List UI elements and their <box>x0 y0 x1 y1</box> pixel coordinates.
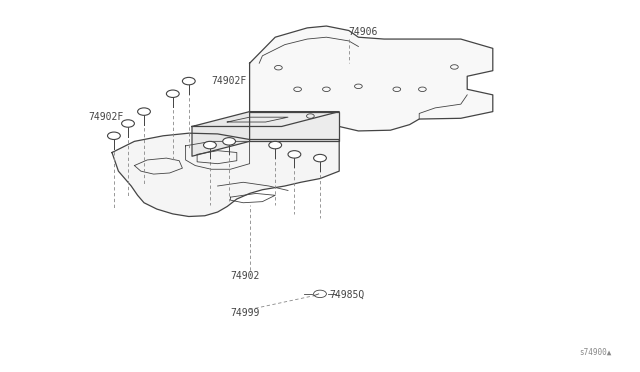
Circle shape <box>166 90 179 97</box>
Text: 74999: 74999 <box>230 308 260 318</box>
Polygon shape <box>250 26 493 134</box>
Circle shape <box>182 77 195 85</box>
Circle shape <box>288 151 301 158</box>
Circle shape <box>314 154 326 162</box>
Circle shape <box>204 141 216 149</box>
Text: 74902F: 74902F <box>211 76 246 86</box>
Circle shape <box>223 138 236 145</box>
Circle shape <box>122 120 134 127</box>
Text: s74900▲: s74900▲ <box>579 347 612 356</box>
Text: 74902: 74902 <box>230 271 260 281</box>
Circle shape <box>108 132 120 140</box>
Polygon shape <box>250 112 339 141</box>
Circle shape <box>138 108 150 115</box>
Text: 74906: 74906 <box>349 27 378 37</box>
Polygon shape <box>192 112 339 126</box>
Text: 74902F: 74902F <box>88 112 124 122</box>
Circle shape <box>269 141 282 149</box>
Text: 74985Q: 74985Q <box>330 289 365 299</box>
Polygon shape <box>112 133 339 217</box>
Polygon shape <box>192 112 250 156</box>
